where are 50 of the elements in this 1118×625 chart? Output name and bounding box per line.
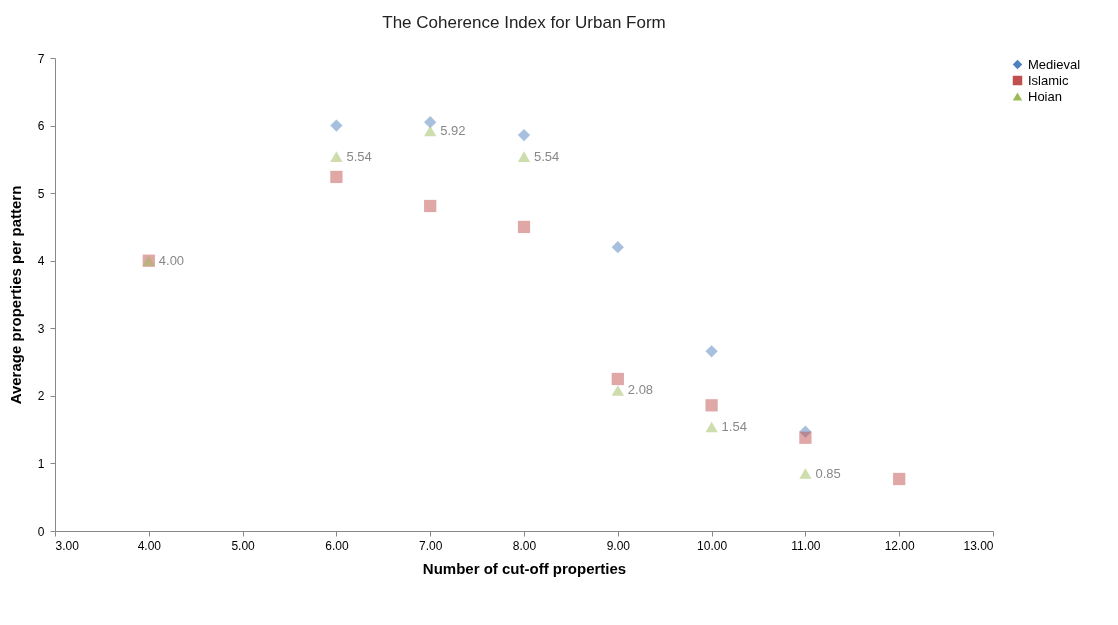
data-label: 5.54 <box>534 148 560 164</box>
y-axis-title: Average properties per pattern <box>6 185 24 405</box>
legend-label: Islamic <box>1028 72 1069 88</box>
point <box>705 399 718 412</box>
y-tick-label: 7 <box>37 51 45 66</box>
point <box>517 128 531 142</box>
x-tick-label: 11.00 <box>791 538 821 553</box>
data-label: 0.85 <box>815 465 841 481</box>
y-tick-label: 1 <box>37 456 45 471</box>
data-label: 4.00 <box>158 252 185 268</box>
point <box>424 116 437 129</box>
x-tick-label: 12.00 <box>884 538 916 553</box>
data-label: 2.08 <box>627 382 654 398</box>
y-tick-label: 6 <box>37 119 45 134</box>
x-tick-label: 5.00 <box>231 538 256 553</box>
point <box>424 125 437 137</box>
point <box>330 119 343 132</box>
x-tick-label: 7.00 <box>419 538 443 553</box>
x-axis-title: Number of cut-off properties <box>422 559 627 577</box>
point <box>330 170 343 184</box>
data-label: 5.54 <box>346 148 372 164</box>
x-tick-label: 13.00 <box>963 538 994 553</box>
data-label: 1.54 <box>721 418 747 434</box>
point <box>611 372 624 386</box>
x-tick-label: 8.00 <box>512 538 537 553</box>
data-label: 5.92 <box>440 122 466 138</box>
x-tick-label: 10.00 <box>697 538 728 553</box>
x-tick-label: 3.00 <box>55 538 80 553</box>
legend-label: Medieval <box>1028 56 1081 72</box>
y-tick-label: 2 <box>37 389 45 404</box>
y-tick-label: 0 <box>37 524 45 539</box>
point <box>705 345 718 358</box>
point <box>705 421 718 433</box>
point <box>517 151 531 162</box>
point <box>517 220 531 234</box>
point <box>424 199 437 213</box>
point <box>611 241 624 254</box>
point <box>893 472 906 486</box>
y-tick-label: 5 <box>37 186 45 201</box>
point <box>330 151 343 162</box>
point <box>799 468 812 479</box>
x-tick-label: 9.00 <box>606 538 631 553</box>
legend-label: Hoian <box>1028 88 1062 104</box>
point <box>799 431 812 444</box>
y-tick-label: 4 <box>37 254 45 269</box>
chart-title: The Coherence Index for Urban Form <box>382 13 666 32</box>
y-tick-label: 3 <box>37 321 45 336</box>
point <box>611 385 624 396</box>
x-tick-label: 4.00 <box>137 538 162 553</box>
x-tick-label: 6.00 <box>325 538 349 553</box>
